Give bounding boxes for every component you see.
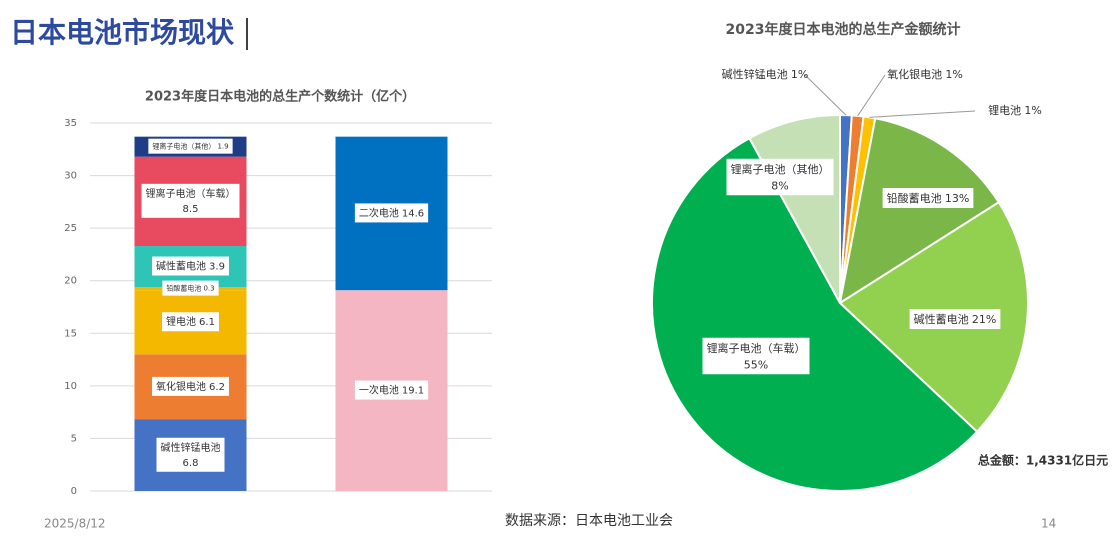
date: 2025/8/12 [44,517,106,531]
label-text: 锂离子电池（其他） 8% [731,162,830,193]
y-tick-label: 0 [71,486,77,497]
label-text: 碱性锌锰电池 6.8 [161,441,221,469]
label-part: 14.6 [402,208,424,219]
y-tick-label: 20 [64,276,77,287]
data-label: 一次电池 19.1 [354,380,429,400]
data-label: 铅酸蓄电池 13% [882,188,974,208]
y-tick-label: 35 [64,118,77,129]
label-part: 铅酸蓄电池 [887,191,942,205]
label-part: 碱性锌锰电池 [161,441,221,454]
data-label: 碱性锌锰电池 1% [722,67,809,81]
label-text: 碱性锌锰电池 1% [722,67,809,81]
data-label: 锂电池 1% [988,103,1042,117]
label-box [162,312,219,332]
data-label: 锂离子电池（车载） 8.5 [141,183,240,218]
pie-slice [651,136,979,492]
label-part: 6.1 [199,317,215,328]
label-part: 19.1 [402,386,424,397]
label-part: 一次电池 [359,384,399,397]
source: 数据来源：日本电池工业会 [505,513,673,529]
y-tick-label: 30 [64,171,77,182]
label-part: 0.3 [203,285,214,293]
label-text: 氧化银电池 1% [887,67,963,81]
label-part: 1% [945,68,962,81]
label-part: 8.5 [183,204,199,215]
label-text: 锂离子电池（其他） 1.9 [152,142,228,151]
data-label: 铅酸蓄电池 0.3 [162,280,219,296]
data-label: 氧化银电池 6.2 [152,376,229,396]
data-label: 二次电池 14.6 [354,203,429,223]
label-text: 一次电池 19.1 [359,384,424,397]
label-part: 3.9 [209,262,225,273]
label-part: 13% [945,192,969,205]
label-part: 氧化银电池 [156,380,206,393]
label-part: 锂电池 [988,103,1021,117]
label-text: 铅酸蓄电池 0.3 [166,284,214,293]
y-tick-label: 25 [64,223,77,234]
label-text: 锂离子电池（车载） 8.5 [146,187,236,215]
label-part: 二次电池 [359,206,399,219]
slide-title: 日本电池市场现状 [10,16,235,49]
label-box [152,256,229,276]
label-part: 1% [791,68,808,81]
label-part: 铅酸蓄电池 [166,284,201,293]
data-label: 碱性蓄电池 21% [909,309,1001,329]
y-tick-label: 5 [71,433,77,444]
label-text: 碱性蓄电池 21% [914,312,997,326]
data-label: 碱性蓄电池 3.9 [152,256,229,276]
label-text: 铅酸蓄电池 13% [887,191,970,205]
label-box [702,337,810,375]
label-box [909,309,1001,329]
page-number: 14 [1041,517,1056,531]
label-box [162,280,219,296]
data-label: 锂离子电池（其他） 8% [726,158,834,196]
chart-title: 2023年度日本电池的总生产金额统计 [726,21,961,38]
data-label: 碱性锌锰电池 6.8 [156,437,225,472]
label-box [152,376,229,396]
label-part: 1% [1024,104,1041,117]
data-label: 氧化银电池 1% [887,67,963,81]
pie-slice [838,117,1001,306]
label-box [148,138,233,154]
data-label: 锂离子电池（车载） 55% [702,337,810,375]
label-part: 碱性蓄电池 [156,260,206,273]
label-part: 21% [972,313,996,326]
label-part: 碱性蓄电池 [914,312,969,326]
label-text: 二次电池 14.6 [359,206,424,219]
label-text: 碱性蓄电池 3.9 [156,260,225,273]
label-box [882,188,974,208]
leader-line [804,74,847,116]
label-part: 碱性锌锰电池 [722,67,788,81]
label-part: 锂离子电池（车载） [707,341,806,355]
label-text: 锂离子电池（车载） 55% [707,341,806,372]
label-part: 6.2 [209,382,225,393]
label-part: 锂离子电池（车载） [146,187,236,200]
label-text: 锂电池 1% [988,103,1042,117]
label-part: 锂离子电池（其他） [731,162,830,176]
data-label: 锂电池 6.1 [162,312,219,332]
data-label: 锂离子电池（其他） 1.9 [148,138,233,154]
label-part: 8% [771,179,788,192]
label-box [726,158,834,196]
label-part: 锂电池 [166,315,196,328]
label-box [354,380,429,400]
y-tick-label: 10 [64,381,77,392]
label-part: 55% [744,358,768,371]
label-box [354,203,429,223]
label-box [156,437,225,472]
leader-line [869,110,976,118]
label-text: 氧化银电池 6.2 [156,380,225,393]
label-text: 锂电池 6.1 [166,315,215,328]
label-part: 6.8 [183,458,199,469]
label-part: 锂离子电池（其他） [152,142,215,151]
label-box [141,183,240,218]
chart-title: 2023年度日本电池的总生产个数统计（亿个） [145,89,415,105]
leader-line [857,74,886,117]
annotation: 总金额：1,4331亿日元 [978,453,1108,468]
label-part: 氧化银电池 [887,67,942,81]
label-part: 1.9 [217,143,228,151]
y-tick-label: 15 [64,328,77,339]
